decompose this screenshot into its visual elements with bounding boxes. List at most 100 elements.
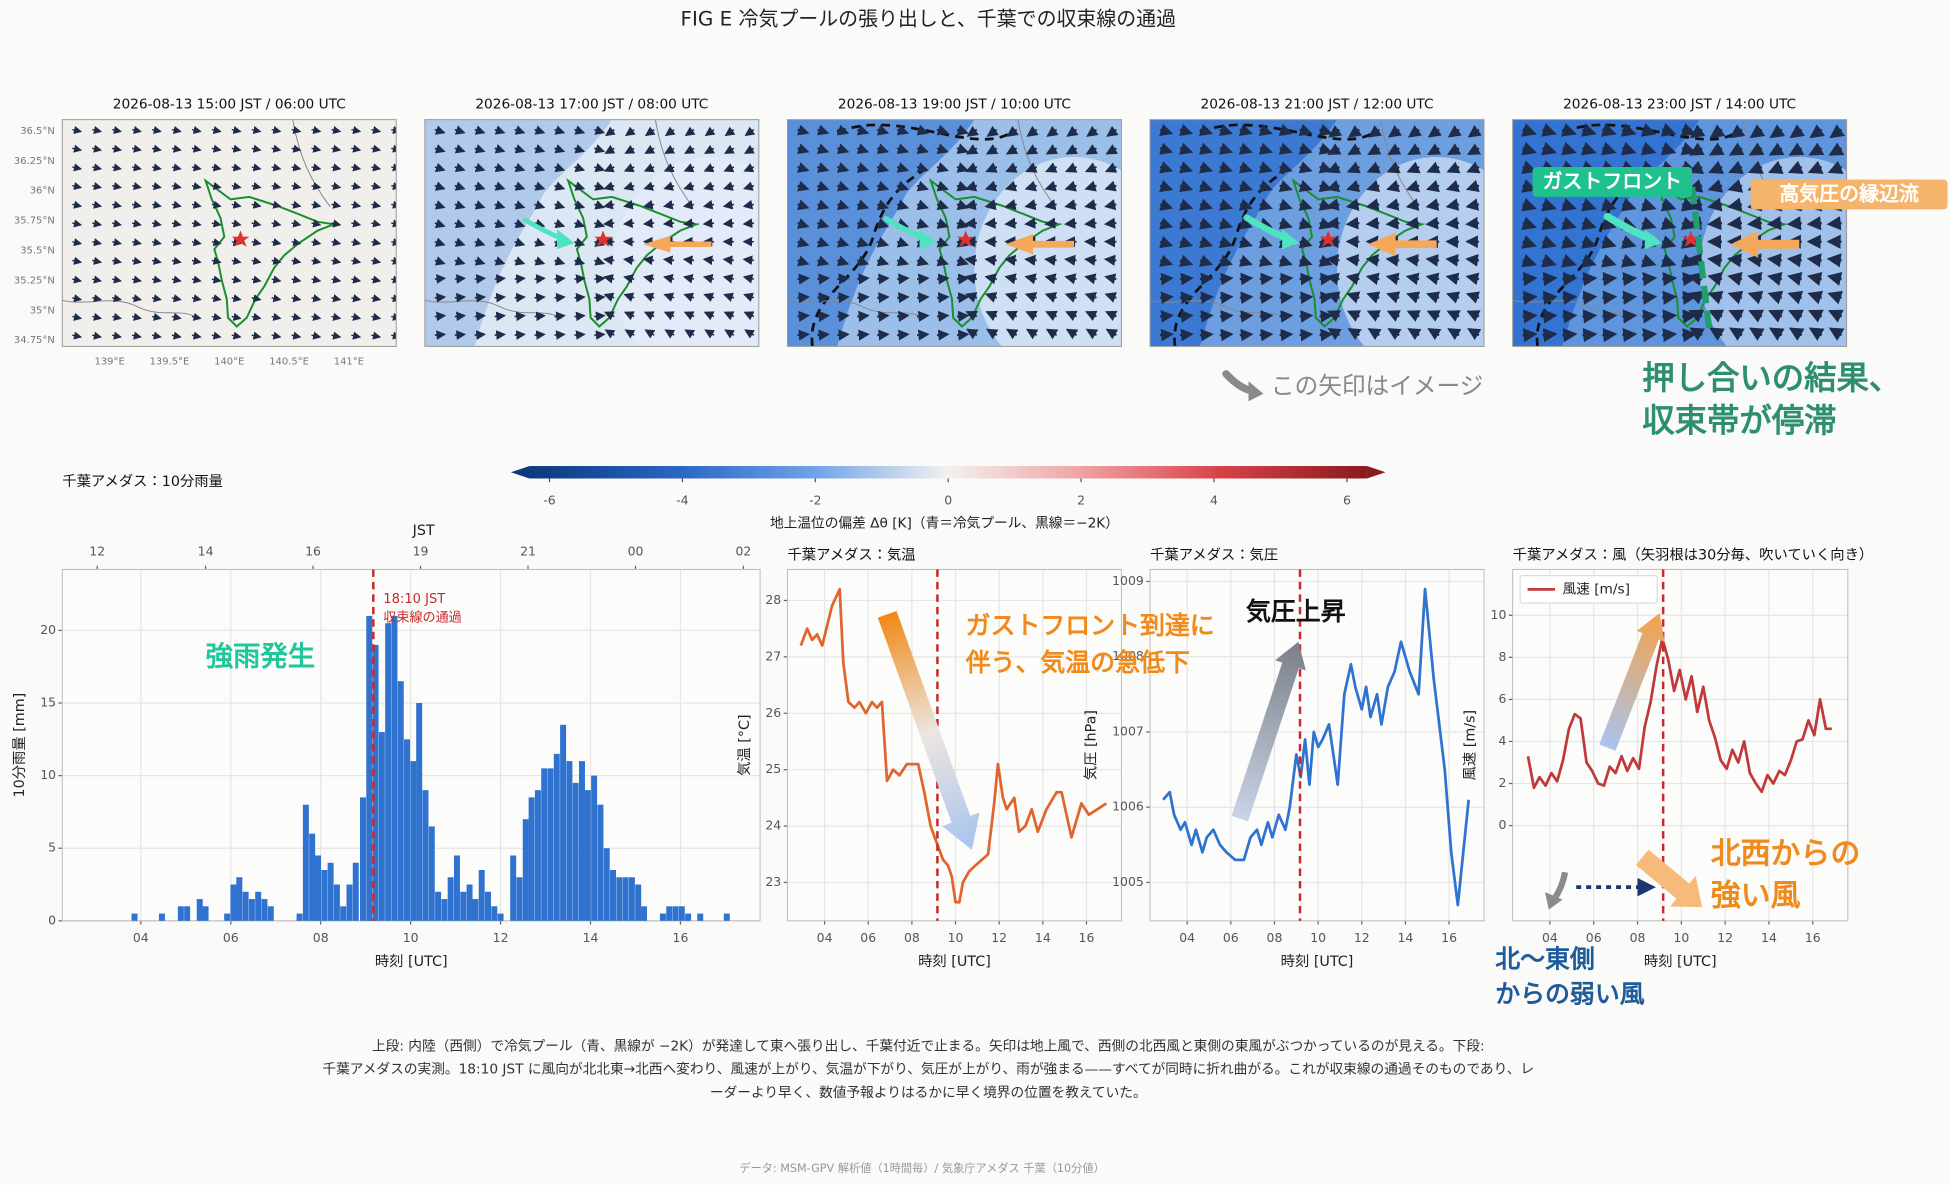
wind-vector <box>836 180 850 192</box>
wind-vector <box>574 218 586 229</box>
wind-vector <box>1466 143 1482 156</box>
wind-vector <box>797 124 810 136</box>
wind-vector <box>1600 253 1617 268</box>
wind-vector <box>1446 161 1461 174</box>
wind-vector <box>602 218 615 229</box>
bar <box>428 826 435 921</box>
wind-vector <box>434 162 446 173</box>
bar <box>404 739 411 921</box>
wind-vector <box>494 181 506 191</box>
wind-vector <box>704 144 715 154</box>
wind-vector <box>836 255 850 267</box>
wind-vector <box>111 125 123 135</box>
wind-vector <box>1768 142 1785 156</box>
wind-vector <box>1103 254 1117 266</box>
wind-vector <box>434 330 447 340</box>
wind-vector <box>1025 162 1038 173</box>
wind-vector <box>1279 310 1294 323</box>
wind-vector <box>494 125 506 135</box>
x-tick-label: 04 <box>133 930 149 945</box>
wind-vector <box>936 218 949 229</box>
wind-vector <box>574 125 586 135</box>
y-tick-label: 15 <box>40 695 56 710</box>
map-title: 2026-08-13 21:00 JST / 12:00 UTC <box>1201 97 1434 113</box>
wind-vector <box>984 254 997 266</box>
bar <box>397 681 404 921</box>
wind-vector <box>1085 310 1098 322</box>
wind-vector <box>151 200 162 209</box>
wind-vector <box>1708 309 1725 323</box>
wind-vector <box>72 331 83 340</box>
wind-vector <box>534 162 546 173</box>
wind-vector <box>1218 254 1233 267</box>
wind-vector <box>1425 253 1440 267</box>
wind-vector <box>1367 328 1382 341</box>
wind-vector <box>1179 179 1194 193</box>
wind-vector <box>1238 254 1253 267</box>
wind-vector <box>1541 235 1557 249</box>
wind-vector <box>1541 253 1557 268</box>
wind-vector <box>916 255 930 267</box>
wind-vector <box>1620 141 1637 156</box>
wind-vector <box>311 256 322 265</box>
wind-vector <box>836 162 850 173</box>
wind-vector <box>1405 272 1420 286</box>
wind-vector <box>1044 217 1057 229</box>
wind-vector <box>494 330 506 340</box>
wind-vector <box>111 163 123 172</box>
wind-vector <box>331 238 342 247</box>
wind-vector <box>371 182 382 191</box>
bar <box>261 899 268 921</box>
wind-vector <box>1179 217 1194 230</box>
wind-vector <box>594 274 606 284</box>
wind-vector <box>916 162 930 173</box>
wind-vector <box>836 218 850 229</box>
bar <box>391 615 398 921</box>
wind-vector <box>1425 179 1440 193</box>
map-background <box>62 119 397 347</box>
wind-vector <box>474 274 487 284</box>
x-tick-label: 08 <box>313 930 329 945</box>
wind-vector <box>594 125 606 135</box>
arrow-note: この矢印はイメージ <box>1271 372 1483 400</box>
wind-vector <box>1083 254 1097 266</box>
wind-vector <box>1325 216 1340 230</box>
wind-vector <box>1327 143 1342 156</box>
wind-vector <box>1345 198 1360 211</box>
colorbar-tick-label: 4 <box>1210 492 1218 507</box>
wind-vector <box>684 329 696 339</box>
wind-vector <box>1238 179 1253 193</box>
wind-vector <box>514 125 526 135</box>
wind-vector <box>622 218 635 229</box>
wind-vector <box>1179 198 1194 211</box>
wind-vector <box>916 199 930 211</box>
wind-vector <box>965 162 978 173</box>
wind-vector <box>291 294 302 303</box>
wind-vector <box>682 255 695 266</box>
station-star <box>594 230 612 247</box>
map-y-tick-label: 35°N <box>30 305 55 316</box>
wind-vector <box>1218 123 1233 136</box>
wind-vector <box>371 256 382 265</box>
wind-vector <box>1787 290 1804 305</box>
wind-vector <box>191 256 202 265</box>
wind-vector <box>1826 216 1842 231</box>
wind-vector <box>1407 143 1422 156</box>
wind-vector <box>231 163 242 172</box>
colorbar-extend <box>510 466 530 479</box>
y-axis-label: 10分雨量 [mm] <box>11 693 28 798</box>
wind-vector <box>1405 216 1420 230</box>
x-tick-label: 06 <box>223 930 239 945</box>
wind-vector <box>856 180 870 192</box>
wind-vector <box>1219 310 1234 323</box>
plot-area <box>787 569 1122 921</box>
wind-vector <box>1298 161 1313 174</box>
y-tick-label: 1007 <box>1112 723 1144 738</box>
wind-vector <box>251 144 262 153</box>
wind-vector <box>896 162 910 173</box>
wind-vector <box>664 126 676 137</box>
wind-vector <box>474 330 487 340</box>
map-panel <box>61 119 397 347</box>
wind-vector <box>1258 142 1273 155</box>
wind-vector <box>1025 328 1039 340</box>
